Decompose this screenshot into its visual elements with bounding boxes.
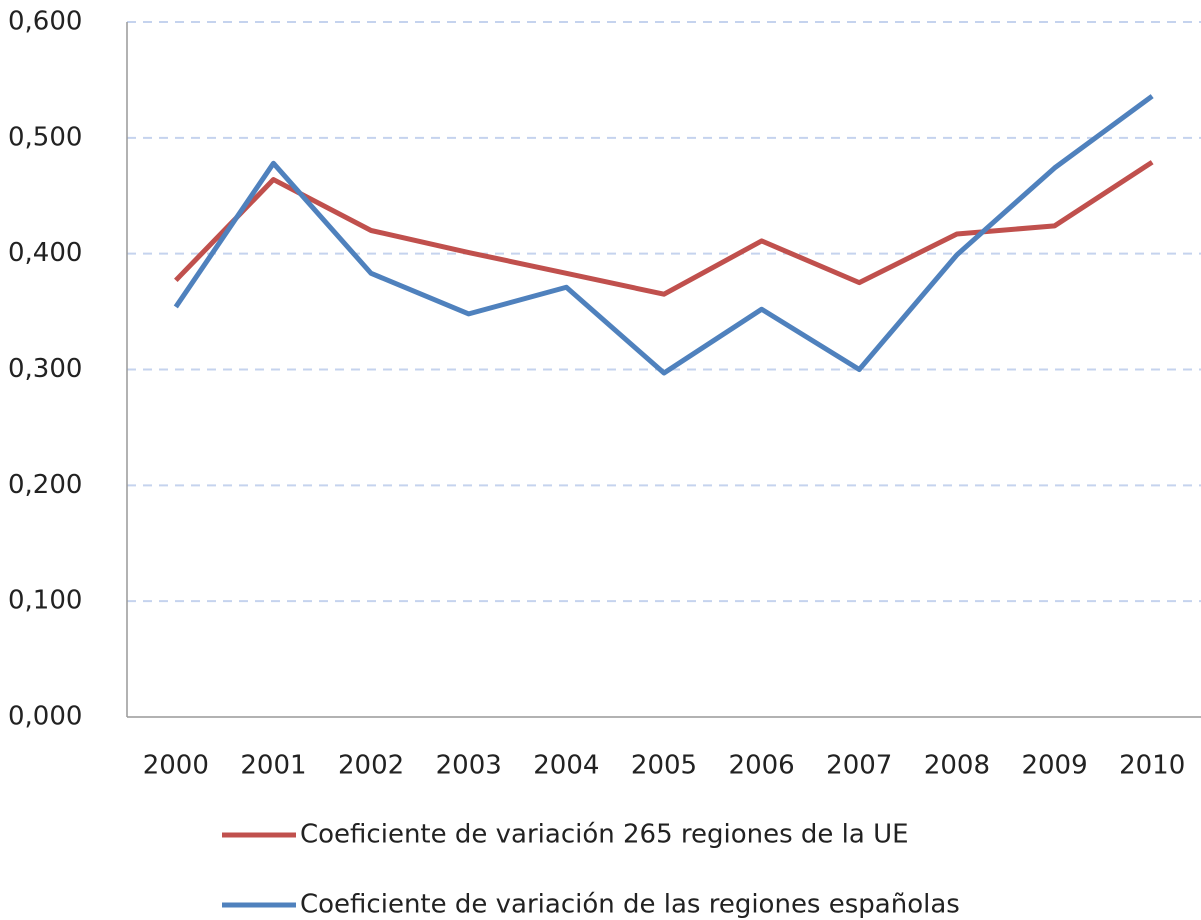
y-tick-label: 0,200 [8, 470, 82, 500]
x-tick-label: 2009 [1021, 751, 1087, 781]
x-tick-label: 2006 [729, 751, 795, 781]
x-tick-label: 2001 [240, 751, 306, 781]
x-tick-label: 2008 [924, 751, 990, 781]
y-tick-label: 0,300 [8, 354, 82, 384]
x-tick-label: 2007 [826, 751, 892, 781]
x-tick-label: 2004 [533, 751, 599, 781]
y-tick-label: 0,600 [8, 7, 82, 37]
series-line [174, 160, 1154, 297]
x-tick-label: 2002 [338, 751, 404, 781]
y-tick-label: 0,500 [8, 122, 82, 152]
x-tick-label: 2003 [436, 751, 502, 781]
x-tick-label: 2005 [631, 751, 697, 781]
y-tick-label: 0,000 [8, 702, 82, 732]
legend-label: Coeficiente de variación 265 regiones de… [300, 820, 909, 850]
legend-label: Coeficiente de variación de las regiones… [300, 890, 960, 920]
x-tick-label: 2010 [1119, 751, 1185, 781]
y-tick-label: 0,100 [8, 586, 82, 616]
x-tick-label: 2000 [143, 751, 209, 781]
y-tick-label: 0,400 [8, 238, 82, 268]
series-line [173, 94, 1154, 376]
